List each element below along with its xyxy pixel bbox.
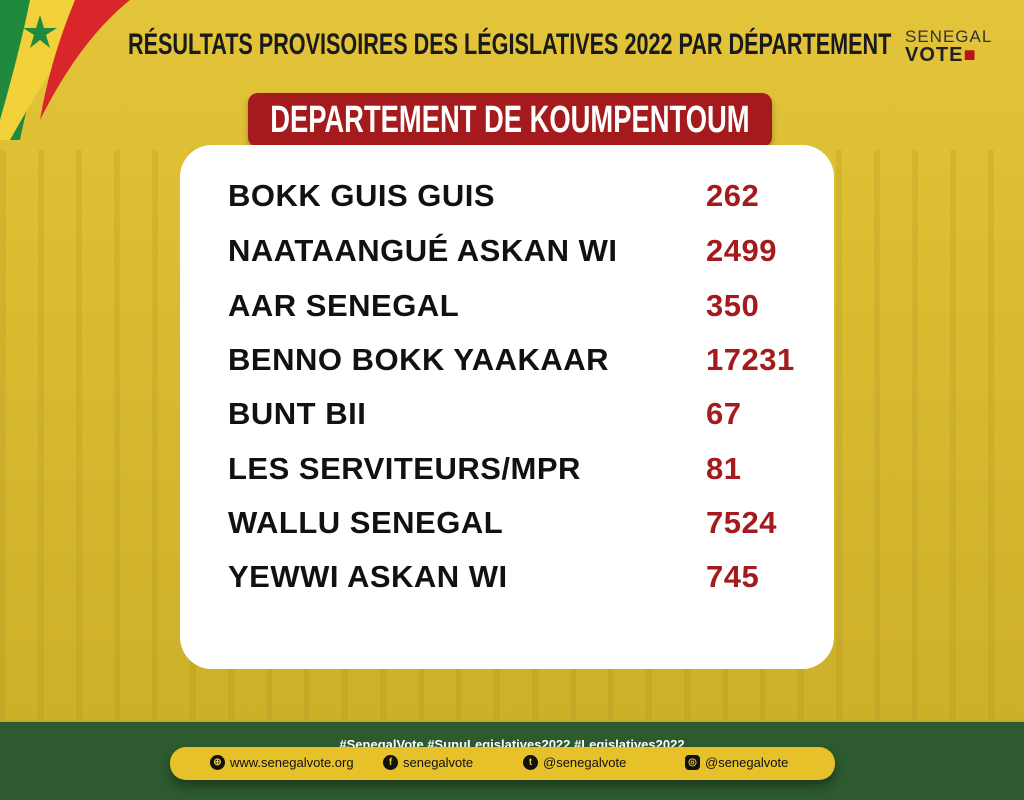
social-links-bar: ⊕ www.senegalvote.org f senegalvote t @sene… xyxy=(170,747,835,780)
party-name: BENNO BOKK YAAKAAR xyxy=(228,342,610,377)
facebook-text: senegalvote xyxy=(403,755,474,770)
department-title: DEPARTEMENT DE KOUMPENTOUM xyxy=(270,98,750,141)
party-name: BUNT BII xyxy=(228,396,367,431)
twitter-text: @senegalvote xyxy=(543,755,627,770)
party-name: WALLU SENEGAL xyxy=(228,505,504,540)
party-name: BOKK GUIS GUIS xyxy=(228,178,496,213)
department-banner: DEPARTEMENT DE KOUMPENTOUM xyxy=(248,93,772,147)
result-row: LES SERVITEURS/MPR 81 xyxy=(228,451,828,491)
party-votes: 17231 xyxy=(706,342,795,377)
party-votes: 81 xyxy=(706,451,742,486)
party-name: LES SERVITEURS/MPR xyxy=(228,451,581,486)
twitter-icon: t xyxy=(523,755,538,770)
party-votes: 745 xyxy=(706,559,760,594)
result-row: NAATAANGUÉ ASKAN WI 2499 xyxy=(228,233,828,273)
instagram-link[interactable]: ◎ @senegalvote xyxy=(685,755,788,770)
facebook-icon: f xyxy=(383,755,398,770)
party-name: YEWWI ASKAN WI xyxy=(228,559,508,594)
result-row: AAR SENEGAL 350 xyxy=(228,288,828,328)
party-votes: 67 xyxy=(706,396,742,431)
twitter-link[interactable]: t @senegalvote xyxy=(523,755,626,770)
facebook-link[interactable]: f senegalvote xyxy=(383,755,473,770)
logo-text-bottom: VOTE xyxy=(905,44,964,66)
party-name: AAR SENEGAL xyxy=(228,288,460,323)
party-votes: 2499 xyxy=(706,233,777,268)
logo-text-top: SENEGAL xyxy=(905,27,993,46)
result-row: BOKK GUIS GUIS 262 xyxy=(228,178,828,218)
result-row: YEWWI ASKAN WI 745 xyxy=(228,559,828,599)
globe-icon: ⊕ xyxy=(210,755,225,770)
instagram-icon: ◎ xyxy=(685,755,700,770)
result-row: BUNT BII 67 xyxy=(228,396,828,436)
senegalvote-logo: SENEGAL VOTE■ xyxy=(905,27,995,66)
website-link[interactable]: ⊕ www.senegalvote.org xyxy=(210,755,354,770)
instagram-text: @senegalvote xyxy=(705,755,789,770)
result-row: BENNO BOKK YAAKAAR 17231 xyxy=(228,342,828,382)
party-votes: 262 xyxy=(706,178,760,213)
party-votes: 350 xyxy=(706,288,760,323)
senegal-flag-icon xyxy=(0,0,130,140)
results-card: BOKK GUIS GUIS 262 NAATAANGUÉ ASKAN WI 249… xyxy=(180,145,834,669)
party-name: NAATAANGUÉ ASKAN WI xyxy=(228,233,618,268)
party-votes: 7524 xyxy=(706,505,777,540)
ballot-icon: ■ xyxy=(963,44,977,66)
website-text: www.senegalvote.org xyxy=(230,755,354,770)
page-title: RÉSULTATS PROVISOIRES DES LÉGISLATIVES 2… xyxy=(128,28,892,61)
result-row: WALLU SENEGAL 7524 xyxy=(228,505,828,545)
